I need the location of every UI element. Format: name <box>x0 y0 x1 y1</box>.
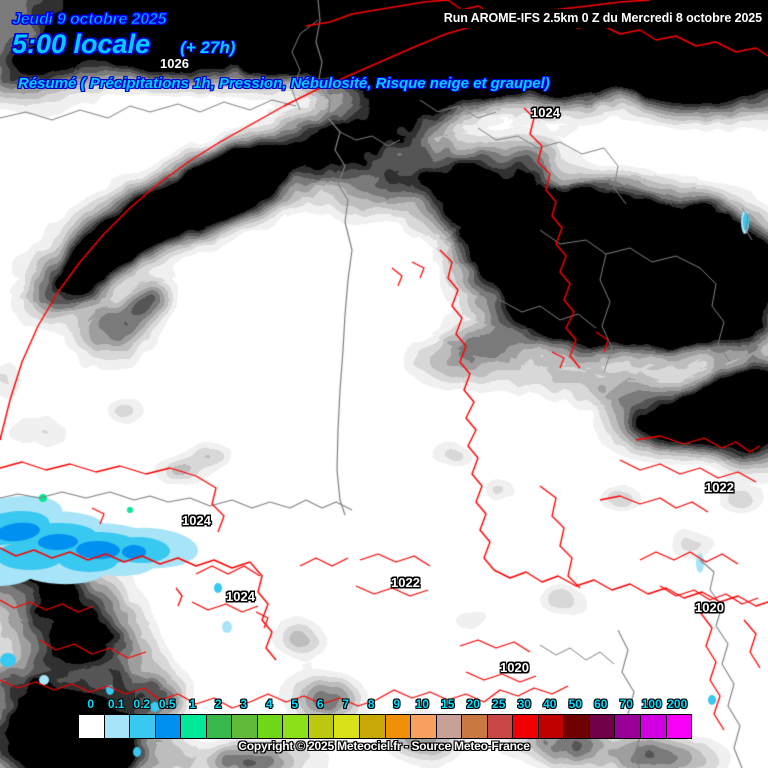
legend-label-7: 7 <box>342 697 350 711</box>
precipitation-legend[interactable]: 0 0.1 0.2 0.5 1 2 3 4 5 6 7 8 9 10 15 20 25 30 40 50 60 70 100… <box>0 696 768 768</box>
legend-swatch-4[interactable] <box>257 715 284 738</box>
legend-label-30: 30 <box>517 697 531 711</box>
legend-label-15: 15 <box>441 697 455 711</box>
legend-swatch-6[interactable] <box>308 715 335 738</box>
legend-swatch-30[interactable] <box>513 715 539 738</box>
legend-label-9: 9 <box>393 697 401 711</box>
legend-swatch-9[interactable] <box>385 715 412 738</box>
legend-swatch-7[interactable] <box>334 715 361 738</box>
legend-swatch-20[interactable] <box>462 715 488 738</box>
legend-label-0.2: 0.2 <box>133 697 151 711</box>
legend-label-6: 6 <box>316 697 324 711</box>
legend-label-5: 5 <box>291 697 299 711</box>
legend-swatch-0.2[interactable] <box>130 715 156 738</box>
legend-label-8: 8 <box>367 697 375 711</box>
legend-color-strip[interactable] <box>78 714 692 739</box>
legend-swatch-50[interactable] <box>564 715 590 738</box>
legend-swatch-8[interactable] <box>360 715 386 738</box>
legend-swatch-0.1[interactable] <box>104 715 131 738</box>
legend-label-50: 50 <box>568 697 582 711</box>
legend-label-0: 0 <box>87 697 95 711</box>
legend-label-40: 40 <box>543 697 557 711</box>
legend-label-1: 1 <box>189 697 197 711</box>
legend-label-10: 10 <box>415 697 429 711</box>
legend-swatch-40[interactable] <box>538 715 565 738</box>
legend-swatch-60[interactable] <box>589 715 616 738</box>
legend-label-2: 2 <box>214 697 222 711</box>
legend-label-4: 4 <box>265 697 273 711</box>
copyright-notice: Copyright © 2025 Meteociel.fr - Source M… <box>238 739 530 753</box>
legend-swatch-200[interactable] <box>666 715 692 738</box>
legend-swatch-1[interactable] <box>181 715 207 738</box>
legend-swatch-5[interactable] <box>283 715 309 738</box>
legend-label-25: 25 <box>492 697 506 711</box>
legend-label-100: 100 <box>641 697 662 711</box>
legend-swatch-0.5[interactable] <box>155 715 182 738</box>
legend-label-70: 70 <box>619 697 633 711</box>
legend-label-60: 60 <box>594 697 608 711</box>
legend-label-0.5: 0.5 <box>158 697 176 711</box>
model-run-banner: Run AROME-IFS 2.5km 0 Z du Mercredi 8 oc… <box>435 9 768 28</box>
legend-label-0.1: 0.1 <box>107 697 125 711</box>
legend-tick-labels: 0 0.1 0.2 0.5 1 2 3 4 5 6 7 8 9 10 15 20 25 30 40 50 60 70 100… <box>78 696 690 714</box>
legend-swatch-15[interactable] <box>436 715 463 738</box>
legend-label-20: 20 <box>466 697 480 711</box>
legend-swatch-100[interactable] <box>641 715 667 738</box>
legend-swatch-10[interactable] <box>411 715 437 738</box>
legend-swatch-0[interactable] <box>79 715 105 738</box>
legend-swatch-3[interactable] <box>232 715 258 738</box>
legend-swatch-25[interactable] <box>487 715 514 738</box>
legend-label-200: 200 <box>667 697 688 711</box>
legend-label-3: 3 <box>240 697 248 711</box>
legend-swatch-70[interactable] <box>615 715 642 738</box>
legend-swatch-2[interactable] <box>206 715 233 738</box>
